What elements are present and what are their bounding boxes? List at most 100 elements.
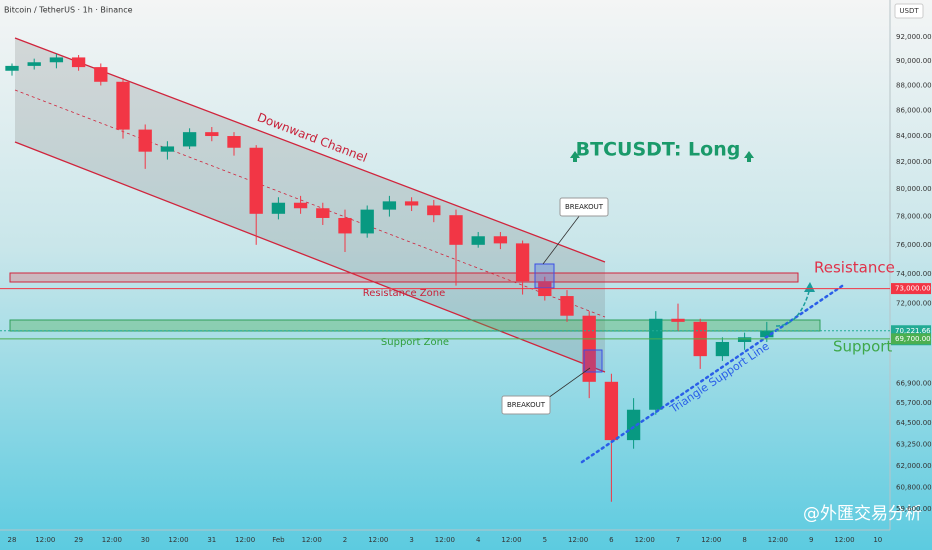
x-tick-label: 12:00 bbox=[35, 536, 55, 544]
candle-body bbox=[138, 129, 152, 152]
x-tick-label: 30 bbox=[141, 536, 150, 544]
candle-body bbox=[404, 201, 419, 206]
resistance-label: Resistance bbox=[814, 259, 895, 277]
candle-body bbox=[160, 146, 175, 152]
breakout-box bbox=[534, 263, 555, 289]
x-tick-label: 6 bbox=[609, 536, 614, 544]
candle-body bbox=[316, 208, 330, 218]
candle-body bbox=[515, 243, 530, 282]
price-label: 70,221.66 bbox=[895, 327, 931, 335]
x-tick-label: 31 bbox=[207, 536, 216, 544]
candle-body bbox=[271, 202, 286, 214]
arrow-icon bbox=[744, 151, 754, 162]
price-label-box bbox=[891, 283, 931, 295]
x-tick-label: 29 bbox=[74, 536, 83, 544]
y-tick-label: 86,000.00 bbox=[896, 106, 932, 114]
y-tick-label: 88,000.00 bbox=[896, 81, 932, 89]
x-tick-label: 12:00 bbox=[302, 536, 322, 544]
candle-body bbox=[360, 209, 374, 234]
x-tick-label: 9 bbox=[809, 536, 813, 544]
x-tick-label: 7 bbox=[676, 536, 680, 544]
arrow-icon bbox=[570, 151, 580, 162]
candle-body bbox=[382, 201, 397, 210]
chart-title: Bitcoin / TetherUS · 1h · Binance bbox=[4, 6, 133, 15]
y-tick-label: 72,000.00 bbox=[896, 300, 932, 308]
x-tick-label: 12:00 bbox=[501, 536, 521, 544]
candle-body bbox=[94, 67, 108, 82]
candle-body bbox=[671, 318, 685, 322]
candle-body bbox=[760, 331, 774, 338]
breakout-label: BREAKOUT bbox=[507, 401, 546, 409]
triangle-line bbox=[580, 282, 847, 464]
breakout-box bbox=[583, 349, 603, 373]
x-tick-label: 12:00 bbox=[635, 536, 655, 544]
y-tick-label: 63,250.00 bbox=[896, 440, 932, 448]
y-tick-label: 65,700.00 bbox=[896, 399, 932, 407]
x-tick-label: 12:00 bbox=[834, 536, 854, 544]
x-tick-label: 4 bbox=[476, 536, 481, 544]
channel-upper bbox=[14, 37, 606, 263]
y-tick-label: 82,000.00 bbox=[896, 158, 932, 166]
callout-box bbox=[501, 395, 551, 415]
candle-body bbox=[737, 337, 752, 342]
candle-body bbox=[626, 409, 641, 441]
candle-body bbox=[5, 65, 19, 71]
candle-body bbox=[71, 57, 86, 68]
x-tick-label: 5 bbox=[543, 536, 547, 544]
breakout-label: BREAKOUT bbox=[565, 203, 604, 211]
y-tick-label: 74,000.00 bbox=[896, 270, 932, 278]
candle-body bbox=[471, 236, 485, 245]
x-tick-label: 3 bbox=[409, 536, 413, 544]
y-tick-label: 78,000.00 bbox=[896, 213, 932, 221]
x-tick-label: 12:00 bbox=[568, 536, 588, 544]
x-tick-label: 2 bbox=[343, 536, 347, 544]
arrow-head bbox=[804, 282, 815, 292]
x-tick-label: 8 bbox=[742, 536, 746, 544]
candle-body bbox=[649, 318, 663, 410]
x-tick-label: 12:00 bbox=[235, 536, 255, 544]
price-label-box bbox=[891, 333, 931, 345]
candle-body bbox=[449, 215, 463, 245]
resistance-zone bbox=[9, 272, 799, 283]
candle-body bbox=[560, 296, 574, 316]
x-tick-label: 12:00 bbox=[168, 536, 188, 544]
y-tick-label: 62,000.00 bbox=[896, 462, 932, 470]
forecast-arrow bbox=[775, 287, 811, 327]
support-label: Support bbox=[833, 338, 892, 356]
candle-body bbox=[205, 132, 219, 137]
y-tick-label: 64,500.00 bbox=[896, 419, 932, 427]
x-tick-label: 10 bbox=[873, 536, 882, 544]
channel-lower bbox=[14, 141, 606, 373]
currency: USDT bbox=[899, 7, 919, 15]
x-tick-label: 28 bbox=[8, 536, 17, 544]
callout-box bbox=[559, 197, 609, 217]
support-zone bbox=[9, 319, 821, 332]
x-tick-label: Feb bbox=[272, 536, 285, 544]
candle-body bbox=[182, 132, 197, 147]
candle-body bbox=[227, 136, 241, 148]
x-tick-label: 12:00 bbox=[768, 536, 788, 544]
x-tick-label: 12:00 bbox=[102, 536, 122, 544]
currency-box bbox=[894, 3, 924, 19]
candle-body bbox=[427, 205, 441, 216]
candle-body bbox=[604, 381, 619, 441]
y-tick-label: 92,000.00 bbox=[896, 33, 932, 41]
candle-body bbox=[338, 217, 352, 234]
resistance-zone-label: Resistance Zone bbox=[363, 288, 446, 299]
candle-body bbox=[293, 202, 308, 209]
y-tick-label: 76,000.00 bbox=[896, 241, 932, 249]
candle-body bbox=[249, 147, 263, 214]
callout-line bbox=[547, 367, 591, 399]
candle-body bbox=[116, 81, 130, 130]
watermark: @外匯交易分析 bbox=[803, 504, 922, 524]
x-tick-label: 12:00 bbox=[368, 536, 388, 544]
y-tick-label: 66,900.00 bbox=[896, 379, 932, 387]
y-tick-label: 60,800.00 bbox=[896, 483, 932, 491]
candle-body bbox=[49, 57, 64, 63]
price-label: 73,000.00 bbox=[895, 285, 931, 293]
support-zone-label: Support Zone bbox=[381, 337, 449, 348]
callout-line bbox=[542, 214, 581, 265]
x-tick-label: 12:00 bbox=[435, 536, 455, 544]
